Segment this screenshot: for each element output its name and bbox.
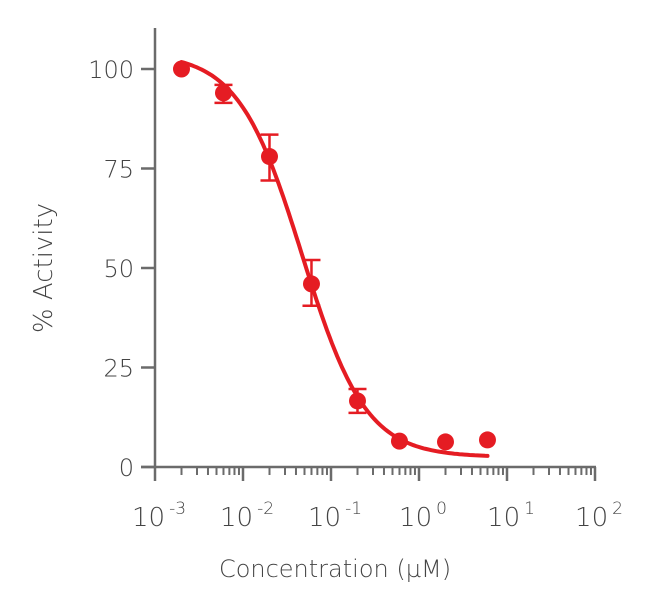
fit-curve <box>179 60 490 458</box>
y-tick-label: 75 <box>103 156 134 184</box>
y-tick-label: 100 <box>88 56 134 84</box>
x-tick-label: 10 2 <box>575 499 623 533</box>
y-tick-label: 25 <box>103 355 134 383</box>
data-point <box>260 148 278 166</box>
data-point <box>302 275 320 293</box>
data-point <box>436 433 454 451</box>
data-point <box>478 431 496 449</box>
y-axis-label: % Activity <box>29 203 59 333</box>
x-axis-label: Concentration (µM) <box>219 555 451 583</box>
data-point <box>390 432 408 450</box>
x-tick-label: 10 0 <box>399 499 447 533</box>
y-tick-label: 0 <box>119 454 134 482</box>
y-tick-label: 50 <box>103 255 134 283</box>
x-tick-label: 10 1 <box>487 499 535 533</box>
data-point <box>214 84 232 102</box>
x-tick-label: 10 -3 <box>132 499 186 533</box>
x-tick-label: 10 -2 <box>220 499 274 533</box>
data-point <box>172 60 190 78</box>
x-tick-label: 10 -1 <box>308 499 362 533</box>
data-point <box>348 392 366 410</box>
